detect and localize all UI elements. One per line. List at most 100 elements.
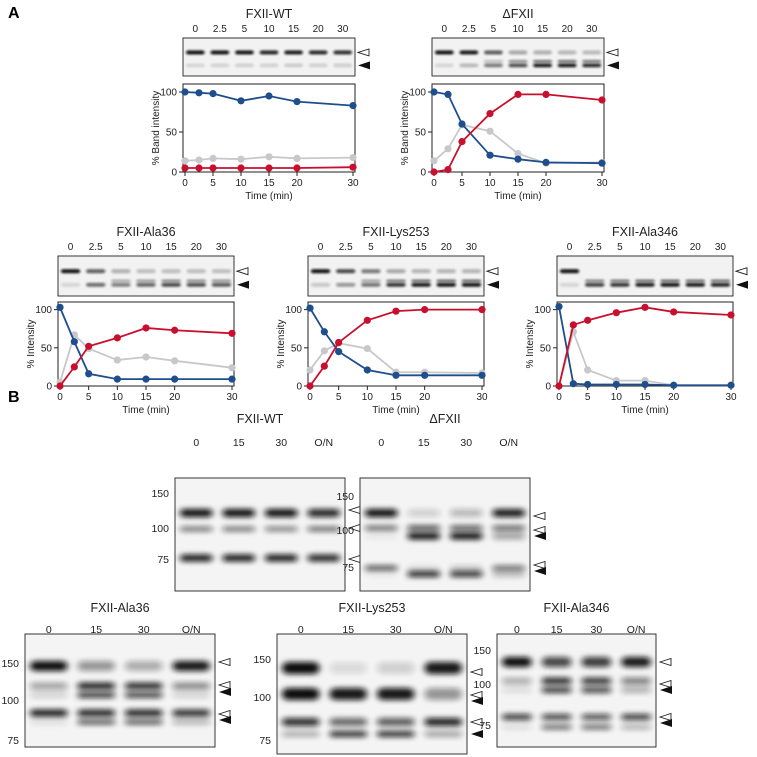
x-tick-label: 5	[210, 178, 216, 189]
lane-label: 0	[442, 24, 448, 35]
y-axis-label: % Intensity	[26, 320, 37, 369]
blot-band-intact	[259, 50, 279, 55]
panel-a-chart-1: FXII-WT 0 2.5 5 10 15 20 30 0 50 100 0 5 10 15 20 30 Time…	[151, 7, 370, 202]
lane-label: 30	[586, 24, 598, 35]
lane-label: 15	[342, 624, 354, 636]
data-point	[306, 382, 314, 390]
data-point	[237, 164, 245, 172]
data-point	[85, 342, 93, 350]
blot-band-cleaved	[585, 282, 605, 287]
lane-label: 15	[418, 437, 430, 449]
data-point	[598, 96, 606, 104]
blot-membrane	[174, 477, 346, 592]
blot-title: FXII-Lys253	[339, 601, 406, 615]
x-tick-label: 0	[182, 178, 188, 189]
blot-band-cleaved	[461, 282, 481, 287]
x-tick-label: 20	[169, 392, 181, 403]
y-tick-label: 50	[415, 128, 427, 139]
x-tick-label: 5	[86, 392, 92, 403]
data-point	[209, 154, 217, 162]
data-point	[421, 371, 429, 379]
x-tick-label: 0	[57, 392, 63, 403]
blot-band	[365, 565, 398, 571]
data-point	[458, 120, 466, 128]
filled-arrowhead-icon	[219, 716, 231, 724]
blot-band	[424, 662, 462, 674]
data-point	[514, 155, 522, 163]
open-arrowhead-icon	[469, 667, 483, 677]
data-point	[113, 334, 121, 342]
blot-band-cleaved	[435, 63, 454, 68]
blot-band	[125, 682, 163, 690]
x-axis-label: Time (min)	[122, 405, 169, 416]
data-point	[555, 382, 563, 390]
blot-band	[377, 662, 415, 674]
data-point	[237, 97, 245, 105]
blot-band-intact	[435, 50, 454, 55]
data-point	[430, 157, 438, 165]
lane-label: 15	[537, 24, 549, 35]
x-axis-label: Time (min)	[372, 405, 419, 416]
data-point	[584, 366, 592, 374]
filled-arrowhead-icon	[660, 686, 672, 694]
blot-band-cleaved-upper	[660, 279, 680, 283]
blot-band-cleaved-upper	[582, 60, 601, 63]
data-point	[349, 154, 357, 162]
blot-band-intact	[508, 50, 528, 55]
data-point	[181, 88, 189, 96]
blot-band	[265, 509, 298, 517]
blot-band	[541, 714, 572, 720]
lane-label: 0	[298, 624, 304, 636]
lane-label: 0	[193, 437, 199, 449]
x-tick-label: 5	[585, 392, 591, 403]
lane-label: 0	[193, 24, 199, 35]
blot-band-intact	[186, 50, 205, 55]
blot-band	[450, 509, 483, 517]
data-point	[641, 380, 649, 389]
blot-band	[125, 719, 163, 725]
blot-band	[265, 554, 298, 562]
x-tick-label: 0	[307, 392, 313, 403]
blot-band	[541, 657, 572, 667]
blot-band-cleaved-upper	[161, 279, 181, 283]
lane-label: 30	[275, 437, 287, 449]
lane-label: O/N	[434, 624, 453, 636]
y-tick-label: 50	[166, 128, 178, 139]
blot-band-cleaved-upper	[508, 60, 528, 63]
data-point	[142, 353, 150, 361]
lane-label: 0	[378, 437, 384, 449]
blot-title: FXII-Ala346	[543, 601, 609, 615]
blot-band	[282, 688, 320, 700]
blot-band-intact	[308, 50, 328, 55]
blot-band	[30, 692, 68, 698]
blot-band	[265, 526, 298, 532]
x-tick-label: 15	[390, 392, 402, 403]
blot-band	[407, 525, 440, 531]
lane-label: 0	[318, 242, 324, 253]
y-tick-label: 0	[46, 382, 52, 393]
blot-band	[329, 662, 367, 674]
blot-band-cleaved-upper	[685, 279, 705, 283]
data-point	[598, 159, 606, 167]
panel-a-chart-4: FXII-Lys253 0 2.5 5 10 15 20 30 0 50 100 0 5 10 15 20 30…	[276, 225, 499, 416]
blot-band	[329, 731, 367, 737]
chart-title: FXII-WT	[246, 7, 293, 21]
blot-band-intact	[211, 269, 231, 274]
blot-band-cleaved-upper	[411, 279, 431, 283]
data-point	[486, 127, 494, 135]
mw-marker: 75	[157, 554, 169, 566]
open-arrowhead-icon	[532, 525, 546, 535]
filled-arrowhead-icon	[660, 719, 672, 727]
blot-band-cleaved	[459, 63, 479, 68]
y-tick-label: 100	[534, 305, 551, 316]
data-point	[195, 89, 203, 97]
data-point	[142, 375, 150, 383]
open-arrowhead-icon	[658, 657, 672, 667]
blot-band	[30, 719, 68, 725]
lane-label: 10	[512, 24, 524, 35]
lane-label: 30	[390, 624, 402, 636]
blot-band-intact	[111, 269, 131, 274]
blot-band	[180, 526, 213, 532]
open-arrowhead-icon	[217, 657, 231, 667]
blot-band	[407, 532, 440, 540]
